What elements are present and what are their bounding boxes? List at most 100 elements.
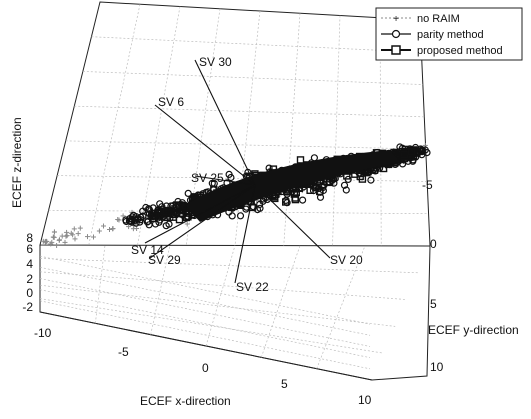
no-raim-point [77,225,83,231]
parity-method-point [367,176,375,184]
no-raim-point [68,230,74,236]
proposed-method-point [169,213,178,221]
x-tick-labels: -10 -5 0 5 10 [34,326,372,407]
y-tick-label: 0 [430,237,437,251]
z-axis-label: ECEF z-direction [10,117,24,208]
grid-line-front-z [39,278,371,347]
parity-method-point [340,181,349,189]
grid-line-floor-x [205,245,236,347]
satellite-line [194,175,256,186]
y-tick-label: 10 [430,360,444,374]
proposed-method-point [407,147,416,156]
no-raim-point [126,224,132,230]
grid-line-back-v [332,15,341,246]
no-raim-point [184,221,190,227]
parity-method-point [184,189,192,197]
legend: + no RAIM parity method proposed method [375,7,523,61]
grid-lines [39,4,429,370]
y-tick-label: -5 [422,178,433,192]
dense-core [185,150,400,222]
no-raim-point [50,234,56,240]
grid-line-back-h [48,209,429,215]
parity-method-point [236,212,245,220]
grid-line-floor-y [39,258,419,274]
square-marker-icon [391,45,401,55]
z-tick-label: 4 [26,257,33,271]
x-tick-label: 5 [281,377,288,391]
legend-label-parity-method: parity method [417,29,484,41]
grid-line-front-z [39,300,371,370]
grid-line-floor-y [39,271,407,300]
data-cloud [40,142,431,248]
proposed-method-point [296,156,305,164]
z-tick-label: -2 [22,300,33,314]
grid-line-back-v [88,4,141,246]
proposed-method-point [291,195,300,204]
proposed-method-point [175,202,184,210]
grid-line-back-v [137,6,181,246]
legend-item-parity-method: parity method [381,29,484,41]
legend-label-proposed-method: proposed method [417,45,503,57]
parity-method-point [299,196,307,204]
axes-bottom-edge [39,245,431,381]
satellite-label: SV 22 [236,280,269,294]
satellite-label: SV 25 [191,171,224,185]
parity-method-point [122,216,130,224]
grid-line-floor-x [261,245,301,358]
grid-line-back-h [65,140,426,150]
proposed-method-point [160,207,168,216]
proposed-method-point [306,186,314,195]
proposed-method-point [282,198,290,206]
no-raim-point [62,239,68,245]
no-raim-point [101,223,106,229]
parity-method-point [342,186,350,194]
no-raim-point [120,213,126,219]
x-tick-label: -10 [34,326,52,340]
no-raim-point [91,234,96,240]
grid-line-floor-y [39,298,384,354]
proposed-method-point [149,212,158,220]
y-tick-label: 5 [430,297,437,311]
x-tick-label: -5 [118,345,129,359]
plus-marker-icon: + [393,14,399,25]
z-tick-label: 6 [26,242,33,256]
no-raim-point [85,234,90,240]
no-raim-point [110,226,116,232]
circle-marker-icon [391,29,401,39]
satellite-line [254,184,331,259]
z-tick-label: 0 [26,286,33,300]
satellite-line [234,184,256,284]
grid-line-floor-x [150,245,171,335]
satellite-label: SV 6 [158,95,184,109]
grid-line-back-v [283,13,301,246]
parity-method-point [227,173,235,182]
y-tick-labels: -5 0 5 10 [422,178,444,374]
legend-item-proposed-method: proposed method [381,45,503,57]
parity-method-point [228,212,236,220]
no-raim-point [54,243,60,248]
no-raim-point [64,229,70,235]
satellite-line [144,184,256,244]
grid-line-front-z [39,255,371,325]
proposed-method-point [400,150,408,159]
proposed-method-point [316,187,324,196]
satellite-label: SV 30 [199,55,232,69]
x-tick-label: 0 [202,361,209,375]
y-axis-label: ECEF y-direction [428,323,519,337]
grid-line-front-z [39,289,371,359]
no-raim-point [96,228,102,234]
proposed-method-point [358,175,367,183]
proposed-method-point [248,203,256,212]
legend-label-no-raim: no RAIM [417,13,460,25]
no-raim-point [49,239,55,245]
no-raim-point [75,231,81,237]
grid-line-floor-x [94,245,106,324]
no-raim-point [44,239,50,245]
grid-line-back-h [82,71,423,85]
grid-line-floor-y [39,284,396,327]
grid-line-back-h [91,36,422,53]
